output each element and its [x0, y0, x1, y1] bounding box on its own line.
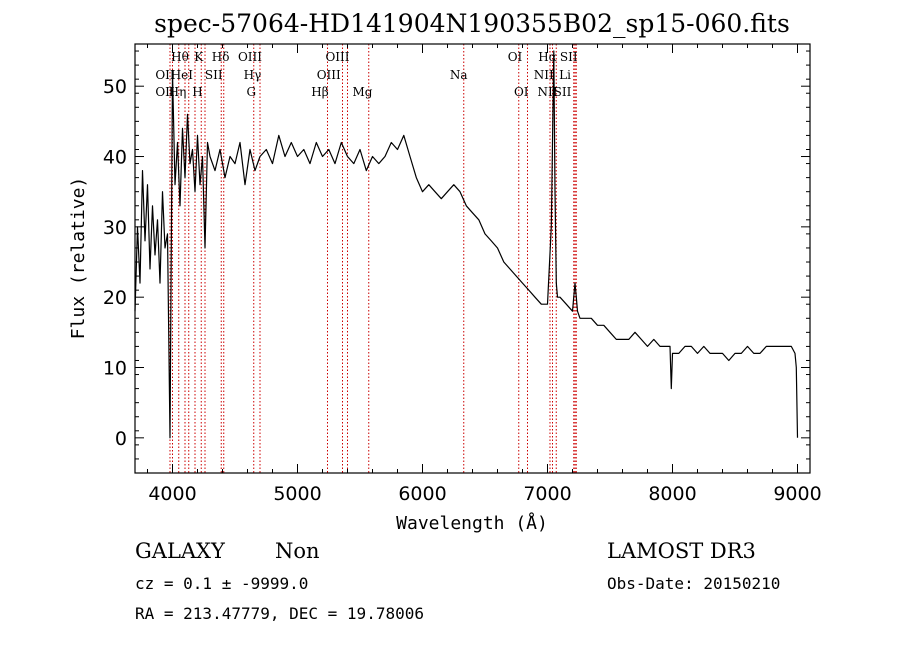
line-label-r0-5: OI: [508, 50, 523, 64]
x-axis: 4000 5000 6000 7000 8000 9000: [147, 44, 822, 505]
spectrum-line: [134, 50, 799, 439]
line-label-r1-7: Li: [559, 68, 571, 82]
x-axis-label: Wavelength (Å): [396, 512, 548, 534]
y-tick-label-3: 30: [103, 217, 127, 239]
x-tick-label-4: 8000: [648, 483, 696, 505]
x-tick-label-1: 5000: [273, 483, 321, 505]
survey-name: LAMOST DR3: [607, 539, 756, 563]
line-label-r1-2: SII: [205, 68, 223, 82]
redshift-cz: cz = 0.1 ± -9999.0: [135, 574, 308, 593]
line-label-r2-8: SII: [554, 85, 572, 99]
x-tick-label-2: 6000: [398, 483, 446, 505]
y-tick-label-2: 20: [103, 287, 127, 309]
line-label-r0-0: Hθ: [171, 50, 189, 64]
line-label-r2-3: G: [246, 85, 256, 99]
y-axis-label: Flux (relative): [68, 177, 89, 340]
x-tick-label-3: 7000: [523, 483, 571, 505]
observation-date: Obs-Date: 20150210: [607, 574, 780, 593]
object-class: GALAXY: [135, 539, 226, 563]
line-label-r2-5: Mg: [353, 85, 373, 99]
line-label-r2-1: Hη: [169, 85, 187, 99]
spectral-line-markers: [169, 44, 577, 473]
line-label-r0-4: OIII: [325, 50, 349, 64]
x-tick-label-0: 4000: [148, 483, 196, 505]
line-label-r0-3: OIII: [238, 50, 262, 64]
line-label-r1-6: NII: [534, 68, 554, 82]
y-tick-label-5: 50: [103, 76, 127, 98]
y-axis: 0 10 20 30 40 50: [103, 50, 810, 474]
sky-coordinates: RA = 213.47779, DEC = 19.78006: [135, 604, 424, 623]
chart-title: spec-57064-HD141904N190355B02_sp15-060.f…: [154, 9, 790, 38]
line-label-r0-6: Hα: [538, 50, 557, 64]
y-tick-label-4: 40: [103, 147, 127, 169]
object-subclass: Non: [275, 539, 320, 563]
plot-frame: [134, 43, 811, 474]
line-label-r1-4: OIII: [317, 68, 341, 82]
line-label-r2-4: Hβ: [311, 85, 328, 99]
line-label-r2-2: H: [192, 85, 202, 99]
line-label-r2-0: OII: [155, 85, 175, 99]
line-label-r0-1: K: [194, 50, 204, 64]
line-label-r1-1: HeI: [171, 68, 194, 82]
line-label-r1-5: Na: [450, 68, 468, 82]
y-tick-label-1: 10: [103, 358, 127, 380]
line-label-r0-7: SII: [560, 50, 578, 64]
x-tick-label-5: 9000: [773, 483, 821, 505]
line-label-r1-0: OII: [155, 68, 175, 82]
line-label-r2-6: OI: [514, 85, 529, 99]
line-label-r0-2: Hδ: [212, 50, 230, 64]
y-tick-label-0: 0: [115, 428, 127, 450]
line-label-r1-3: Hγ: [244, 68, 262, 82]
